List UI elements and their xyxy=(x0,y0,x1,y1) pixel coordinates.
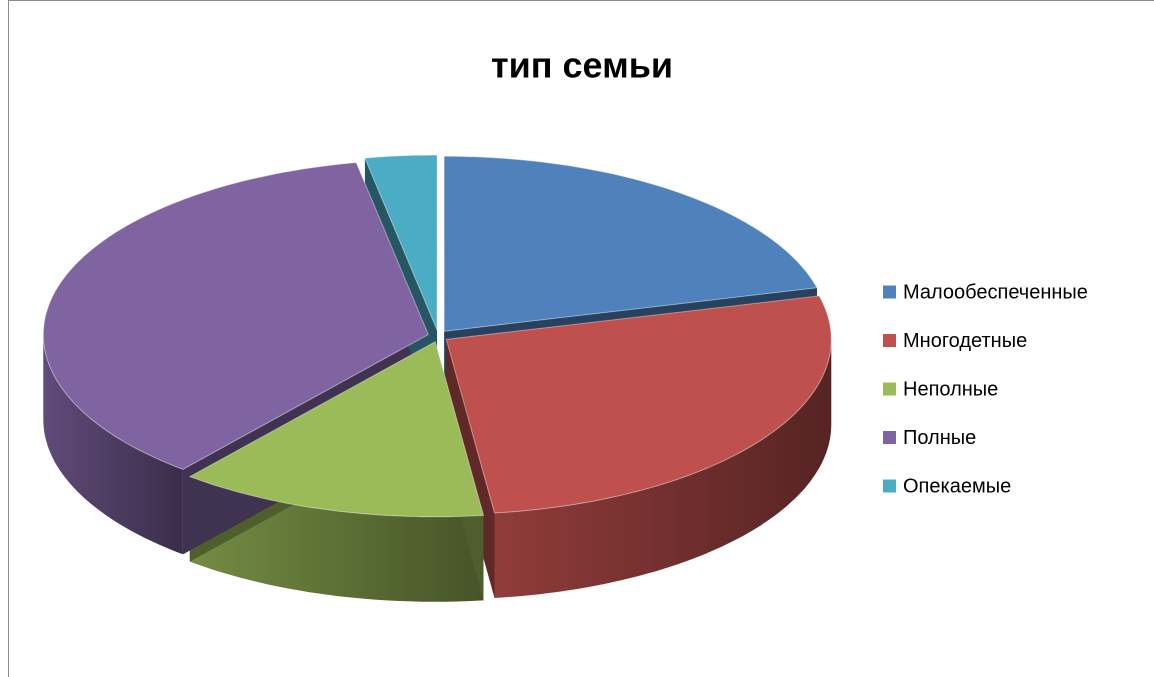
slice xyxy=(445,295,832,514)
slice xyxy=(42,162,429,470)
legend: Малообеспеченные Многодетные Неполные Полны… xyxy=(883,281,1088,497)
slice xyxy=(364,154,438,331)
slice xyxy=(188,341,485,518)
slice-side xyxy=(494,339,832,598)
chart-title: тип семьи xyxy=(491,45,673,86)
slice xyxy=(443,155,818,332)
legend-label: Многодетные xyxy=(903,330,1027,352)
slice-side xyxy=(43,334,183,555)
legend-swatch xyxy=(883,285,896,299)
legend-label: Малообеспеченные xyxy=(903,281,1088,303)
legend-swatch xyxy=(883,479,896,493)
legend-label: Полные xyxy=(903,427,976,449)
legend-label: Опекаемые xyxy=(903,475,1011,497)
legend-swatch xyxy=(883,431,896,444)
legend-swatch xyxy=(883,382,896,396)
legend-label: Неполные xyxy=(903,378,998,400)
legend-swatch xyxy=(883,334,896,347)
tops xyxy=(42,154,832,518)
frame xyxy=(8,0,1154,677)
